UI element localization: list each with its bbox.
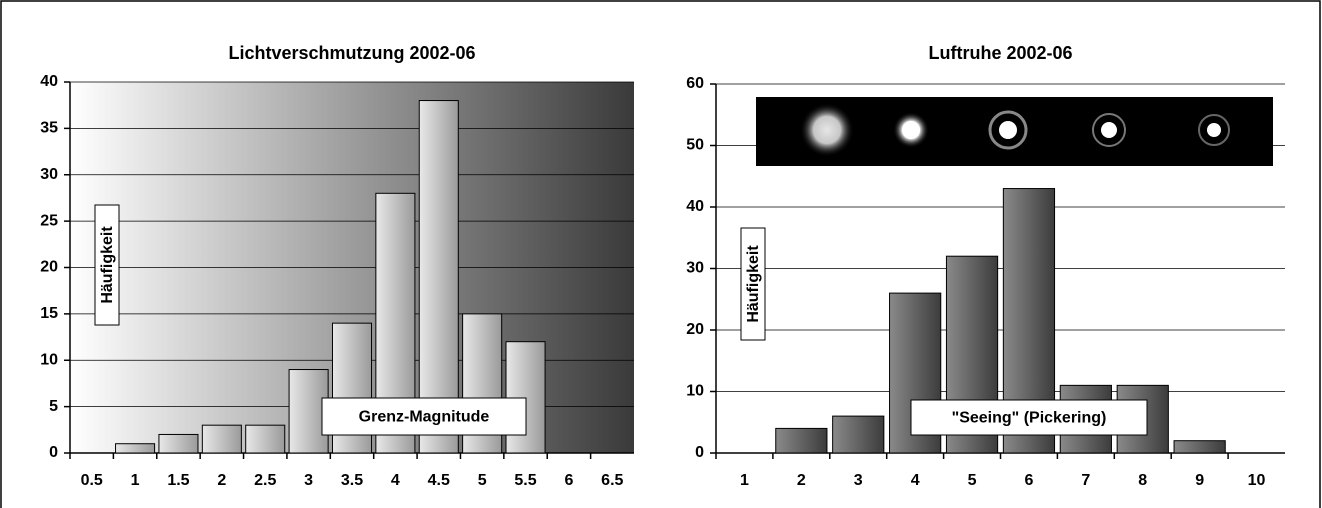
- x-tick-label: 2.5: [254, 472, 276, 489]
- y-tick-label: 20: [40, 259, 58, 276]
- x-tick-label: 3: [854, 472, 863, 489]
- x-tick-label: 0.5: [81, 472, 103, 489]
- x-tick-label: 1: [740, 472, 749, 489]
- y-tick-label: 10: [686, 383, 704, 400]
- y-tick-label: 50: [686, 137, 704, 154]
- x-tick-label: 4.5: [428, 472, 450, 489]
- y-tick-label: 15: [40, 305, 58, 322]
- y-tick-label: 60: [686, 75, 704, 92]
- bar: [833, 416, 884, 453]
- x-tick-label: 6.5: [601, 472, 623, 489]
- chart: Lichtverschmutzung 2002-0605101520253035…: [0, 0, 1322, 508]
- y-tick-label: 10: [40, 351, 58, 368]
- y-tick-label: 40: [40, 73, 58, 90]
- bar: [506, 342, 545, 453]
- chart-title: Luftruhe 2002-06: [928, 43, 1072, 63]
- bar: [116, 444, 155, 453]
- x-tick-label: 1: [131, 472, 140, 489]
- x-tick-label: 2: [797, 472, 806, 489]
- bar: [1174, 441, 1225, 453]
- x-tick-label: 5: [968, 472, 977, 489]
- x-tick-label: 6: [1024, 472, 1033, 489]
- y-tick-label: 30: [40, 166, 58, 183]
- x-tick-label: 3.5: [341, 472, 363, 489]
- y-axis-label: Häufigkeit: [745, 245, 762, 323]
- x-axis-label: Grenz-Magnitude: [359, 409, 490, 426]
- x-tick-label: 5: [478, 472, 487, 489]
- x-tick-label: 4: [911, 472, 920, 489]
- seeing-image: [756, 97, 1273, 166]
- y-tick-label: 40: [686, 198, 704, 215]
- y-tick-label: 0: [695, 444, 704, 461]
- y-tick-label: 20: [686, 321, 704, 338]
- x-tick-label: 3: [304, 472, 313, 489]
- x-tick-label: 6: [564, 472, 573, 489]
- y-tick-label: 0: [49, 444, 58, 461]
- x-tick-label: 5.5: [514, 472, 536, 489]
- x-tick-label: 9: [1195, 472, 1204, 489]
- bar: [776, 428, 827, 453]
- x-tick-label: 7: [1081, 472, 1090, 489]
- bar: [159, 434, 198, 453]
- x-tick-label: 8: [1138, 472, 1147, 489]
- bar: [246, 425, 285, 453]
- y-tick-label: 5: [49, 398, 58, 415]
- x-axis-label: "Seeing" (Pickering): [952, 410, 1107, 427]
- x-tick-label: 2: [217, 472, 226, 489]
- bar: [202, 425, 241, 453]
- x-tick-label: 1.5: [167, 472, 189, 489]
- x-tick-label: 10: [1248, 472, 1266, 489]
- chart-title: Lichtverschmutzung 2002-06: [228, 43, 475, 63]
- x-tick-label: 4: [391, 472, 400, 489]
- y-tick-label: 35: [40, 120, 58, 137]
- y-axis-label: Häufigkeit: [99, 226, 116, 304]
- y-tick-label: 25: [40, 212, 58, 229]
- y-tick-label: 30: [686, 260, 704, 277]
